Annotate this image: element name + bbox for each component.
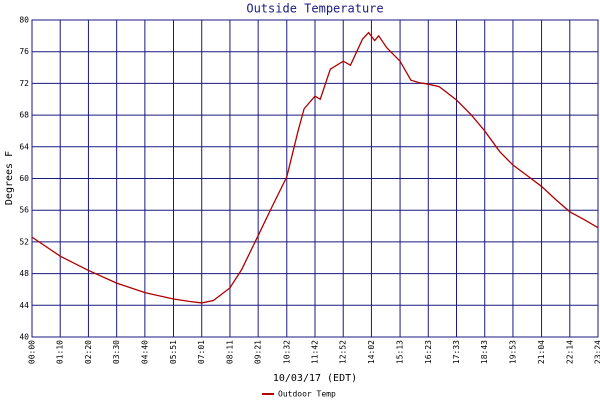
y-tick-label: 44 — [19, 301, 29, 310]
x-tick-label: 17:33 — [452, 340, 461, 364]
x-tick-label: 09:21 — [254, 340, 263, 364]
y-tick-label: 52 — [19, 237, 29, 246]
x-tick-label: 07:01 — [197, 340, 206, 364]
y-tick-label: 64 — [19, 142, 29, 151]
x-tick-label: 23:24 — [594, 340, 600, 364]
y-axis-label: Degrees F — [4, 151, 15, 205]
x-axis-label: 10/03/17 (EDT) — [273, 373, 357, 384]
data-line — [31, 31, 599, 304]
x-tick-label: 00:00 — [28, 340, 37, 364]
x-tick-label: 01:10 — [56, 340, 65, 364]
x-tick-label: 19:53 — [508, 340, 517, 364]
y-tick-label: 68 — [19, 111, 29, 120]
x-tick-label: 05:51 — [169, 340, 178, 364]
x-tick-label: 10:32 — [282, 340, 291, 364]
x-tick-label: 15:13 — [396, 340, 405, 364]
x-tick-label: 22:14 — [565, 340, 574, 364]
x-tick-label: 16:23 — [424, 340, 433, 364]
y-tick-label: 48 — [19, 269, 29, 278]
x-tick-label: 14:02 — [367, 340, 376, 364]
y-tick-label: 40 — [19, 333, 29, 342]
y-tick-label: 72 — [19, 79, 29, 88]
chart-title: Outside Temperature — [246, 2, 383, 16]
x-tick-label: 04:40 — [140, 340, 149, 364]
y-tick-label: 76 — [19, 47, 29, 56]
x-tick-label: 18:43 — [480, 340, 489, 364]
y-tick-label: 56 — [19, 206, 29, 215]
x-tick-label: 02:20 — [84, 340, 93, 364]
legend-label: Outdoor Temp — [278, 390, 336, 399]
x-tick-label: 12:52 — [339, 340, 348, 364]
x-tick-label: 03:30 — [112, 340, 121, 364]
plot-border — [31, 19, 599, 338]
y-tick-label: 80 — [19, 16, 29, 25]
x-tick-label: 21:04 — [537, 340, 546, 364]
x-tick-label: 08:11 — [225, 340, 234, 364]
y-tick-label: 60 — [19, 174, 29, 183]
x-tick-label: 11:42 — [311, 340, 320, 364]
